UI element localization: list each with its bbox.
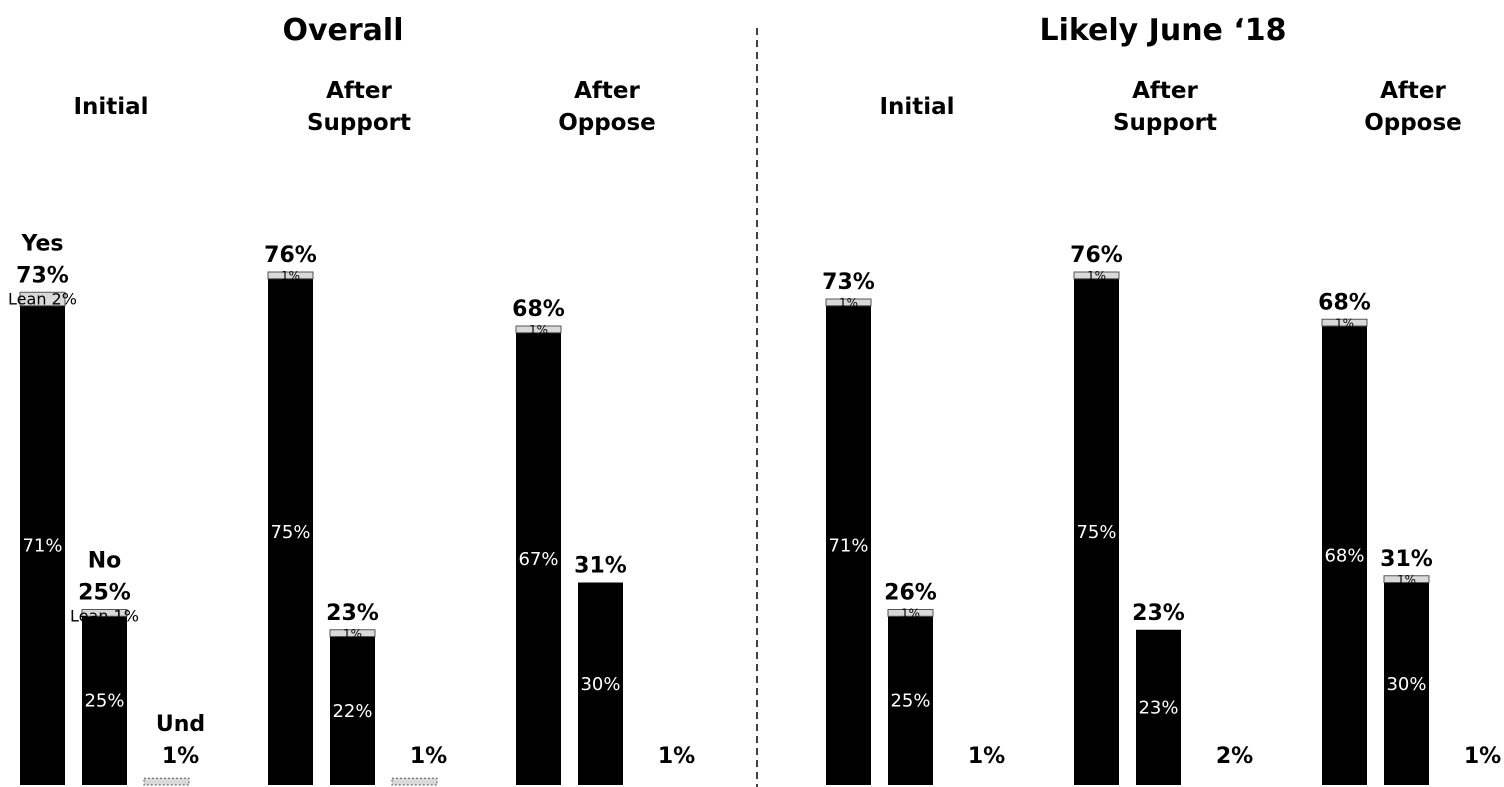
overall-1-bar-2-lean-label: Lean 1% [70,607,139,626]
likely-2-bar-1-base-label: 75% [1076,522,1116,543]
likely-2-bar-1-base [1074,278,1119,785]
likely-2-bar-1-lean [1073,271,1120,280]
overall-1-bar-2-category-label: No [88,549,122,574]
likely-2-bar-2-total-label: 23% [1132,601,1185,626]
overall-1-bar-1-lean-label: Lean 2% [8,289,77,308]
overall-1-bar-2-base [82,616,127,785]
likely-2-bar-2-base-label: 23% [1138,697,1178,718]
likely-1-bar-1-base [826,305,871,785]
likely-3-bar-2-base-label: 30% [1386,674,1426,695]
group-title-likely-2: After Support [1113,78,1217,136]
overall-2-bar-1-total-label: 76% [264,243,317,268]
likely-3-bar-2-lean-label: 1% [1397,573,1416,587]
overall-1-bar-2-total-label: 25% [78,581,131,606]
overall-3-bar-3-total-label: 1% [658,744,695,769]
overall-2-bar-3-lean [391,777,438,786]
overall-2-bar-2-base-label: 22% [332,701,372,722]
group-title-overall-1: Initial [73,94,148,120]
overall-3-bar-2-base [578,582,623,785]
likely-1-bar-2-base [888,616,933,785]
likely-3-bar-3-total-label: 1% [1464,744,1501,769]
overall-3-bar-1-base-label: 67% [518,549,558,570]
overall-1-bar-1-base [20,305,65,785]
group-title-likely-1: Initial [879,94,954,120]
likely-2-bar-3-total-label: 2% [1216,744,1253,769]
group-title-overall-2: After Support [307,78,411,136]
overall-3-bar-1-total-label: 68% [512,297,565,322]
likely-3-bar-1-base-label: 68% [1324,546,1364,567]
likely-2-bar-1-total-label: 76% [1070,243,1123,268]
overall-2-bar-2-lean-label: 1% [343,627,362,641]
overall-3-bar-2-base-label: 30% [580,674,620,695]
overall-2-bar-3-total-label: 1% [410,744,447,769]
overall-3-bar-1-lean [515,325,562,334]
overall-1-bar-2-lean [81,609,128,617]
likely-1-bar-3-total-label: 1% [968,744,1005,769]
likely-3-bar-1-lean [1321,318,1368,327]
likely-2-bar-1-lean-label: 1% [1087,269,1106,283]
likely-3-bar-1-total-label: 68% [1318,290,1371,315]
likely-2-bar-2-base [1136,629,1181,785]
likely-1-bar-2-lean-label: 1% [901,607,920,621]
likely-1-bar-1-total-label: 73% [822,270,875,295]
overall-2-bar-1-base [268,278,313,785]
overall-2-bar-1-lean [267,271,314,280]
overall-1-bar-1-total-label: 73% [16,263,69,288]
group-title-likely-3: After Oppose [1364,78,1462,136]
likely-1-bar-1-lean [825,298,872,307]
likely-3-bar-2-base [1384,582,1429,785]
overall-3-bar-2-total-label: 31% [574,554,627,579]
likely-1-bar-1-base-label: 71% [828,535,868,556]
likely-1-bar-2-base-label: 25% [890,691,930,712]
panel-title-likely: Likely June ‘18 [1040,13,1287,48]
likely-3-bar-1-lean-label: 1% [1335,316,1354,330]
overall-1-bar-3-category-label: Und [156,712,205,737]
likely-1-bar-1-lean-label: 1% [839,296,858,310]
overall-1-bar-1-base-label: 71% [22,535,62,556]
overall-2-bar-2-total-label: 23% [326,601,379,626]
likely-1-bar-2-lean [887,609,934,617]
overall-1-bar-2-base-label: 25% [84,691,124,712]
likely-3-bar-1-base [1322,326,1367,785]
overall-1-bar-1-lean [19,291,66,307]
likely-1-bar-2-total-label: 26% [884,581,937,606]
panel-title-overall: Overall [282,13,403,48]
overall-3-bar-1-lean-label: 1% [529,323,548,337]
overall-2-bar-1-base-label: 75% [270,522,310,543]
overall-1-bar-3-total-label: 1% [162,744,199,769]
overall-2-bar-2-base [330,636,375,785]
overall-2-bar-2-lean [329,629,376,637]
likely-3-bar-2-total-label: 31% [1380,547,1433,572]
group-title-overall-3: After Oppose [558,78,656,136]
overall-1-bar-3-lean [143,777,190,786]
overall-1-bar-1-category-label: Yes [21,231,64,256]
overall-2-bar-1-lean-label: 1% [281,269,300,283]
overall-3-bar-1-base [516,332,561,785]
likely-3-bar-2-lean [1383,575,1430,583]
